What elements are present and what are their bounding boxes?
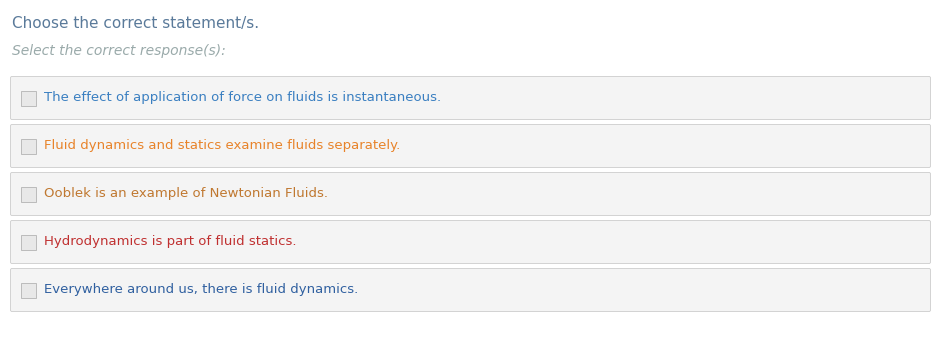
Text: Everywhere around us, there is fluid dynamics.: Everywhere around us, there is fluid dyn… [44,284,359,296]
FancyBboxPatch shape [10,173,931,215]
FancyBboxPatch shape [22,187,37,201]
FancyBboxPatch shape [10,221,931,263]
FancyBboxPatch shape [10,125,931,167]
Text: Hydrodynamics is part of fluid statics.: Hydrodynamics is part of fluid statics. [44,236,296,248]
Text: Ooblek is an example of Newtonian Fluids.: Ooblek is an example of Newtonian Fluids… [44,188,328,201]
Text: Choose the correct statement/s.: Choose the correct statement/s. [12,16,259,31]
FancyBboxPatch shape [10,76,931,119]
FancyBboxPatch shape [22,139,37,154]
Text: Fluid dynamics and statics examine fluids separately.: Fluid dynamics and statics examine fluid… [44,140,400,153]
FancyBboxPatch shape [22,283,37,297]
FancyBboxPatch shape [22,91,37,106]
FancyBboxPatch shape [22,235,37,249]
Text: Select the correct response(s):: Select the correct response(s): [12,44,226,58]
Text: The effect of application of force on fluids is instantaneous.: The effect of application of force on fl… [44,92,441,105]
FancyBboxPatch shape [10,269,931,311]
